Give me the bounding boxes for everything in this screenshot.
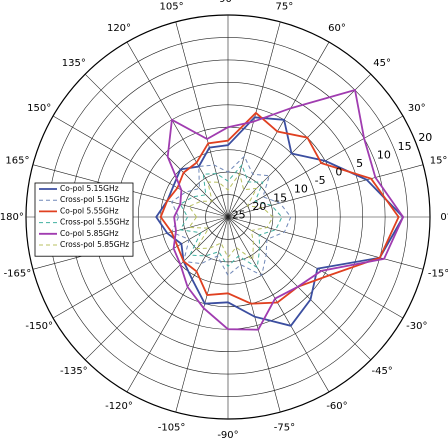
theta-tick-label: -90° — [217, 430, 238, 440]
grid-spoke — [52, 115, 229, 218]
grid-spoke — [227, 216, 372, 361]
theta-tick-label: 15° — [430, 156, 448, 167]
legend-label: Co-pol 5.85GHz — [60, 229, 119, 238]
grid-spoke — [84, 216, 229, 361]
r-tick-label: 15 — [398, 140, 412, 153]
grid-spoke — [227, 216, 330, 393]
legend-label: Co-pol 5.55GHz — [60, 206, 119, 215]
theta-tick-label: 120° — [107, 23, 131, 34]
legend-label: Cross-pol 5.85GHz — [60, 240, 129, 249]
legend: Co-pol 5.15GHz Cross-pol 5.15GHz Co-pol 5.… — [34, 182, 134, 257]
r-tick-label: 10 — [294, 183, 308, 196]
grid-spoke — [126, 41, 229, 218]
r-tick-label: 5 — [356, 157, 363, 170]
legend-box — [34, 182, 134, 257]
legend-label: Co-pol 5.15GHz — [60, 184, 119, 193]
grid-spoke — [227, 41, 330, 218]
theta-tick-label: 150° — [27, 103, 51, 114]
legend-label: Cross-pol 5.55GHz — [60, 218, 129, 227]
grid-spoke — [227, 21, 281, 218]
r-tick-label: 0 — [335, 166, 342, 179]
grid-spoke — [227, 115, 404, 218]
theta-tick-label: 30° — [408, 103, 426, 114]
theta-tick-label: 60° — [328, 23, 346, 34]
grid-spoke — [227, 216, 424, 270]
r-tick-label: -5 — [315, 174, 326, 187]
theta-tick-label: -15° — [428, 268, 448, 279]
theta-tick-label: -45° — [371, 366, 392, 377]
r-tick-label: 20 — [252, 200, 266, 213]
r-tick-label: 15 — [273, 191, 287, 204]
theta-tick-label: 165° — [5, 156, 29, 167]
theta-tick-label: -30° — [406, 321, 427, 332]
r-tick-label: 10 — [377, 148, 391, 161]
grid-spoke — [175, 21, 229, 218]
theta-tick-label: -165° — [4, 268, 32, 279]
theta-tick-label: -120° — [105, 401, 133, 412]
theta-tick-label: -75° — [274, 423, 295, 434]
r-tick-label: 20 — [418, 131, 432, 144]
series-line — [188, 172, 274, 261]
theta-tick-label: -135° — [60, 366, 88, 377]
grid-spoke — [84, 73, 229, 218]
series-line — [170, 155, 292, 277]
legend-label: Cross-pol 5.15GHz — [60, 195, 129, 204]
grid-spoke — [126, 216, 229, 393]
theta-tick-label: -105° — [158, 423, 186, 434]
theta-tick-label: 135° — [62, 58, 86, 69]
theta-tick-label: -60° — [326, 401, 347, 412]
theta-tick-label: 75° — [276, 1, 294, 12]
theta-tick-label: 90° — [219, 0, 237, 5]
theta-tick-label: -180° — [0, 212, 24, 223]
grid-spoke — [175, 216, 229, 413]
grid-spoke — [227, 164, 424, 218]
theta-tick-label: 0° — [440, 212, 448, 223]
grid-spoke — [52, 216, 229, 319]
grid-spoke — [227, 216, 404, 319]
r-tick-label: 25 — [232, 208, 246, 221]
grid-spoke — [227, 73, 372, 218]
series-line — [159, 111, 400, 305]
theta-tick-label: 105° — [160, 1, 184, 12]
series-line — [166, 88, 405, 331]
theta-tick-label: 45° — [373, 58, 391, 69]
theta-tick-label: -150° — [25, 321, 53, 332]
grid-spoke — [227, 216, 281, 413]
